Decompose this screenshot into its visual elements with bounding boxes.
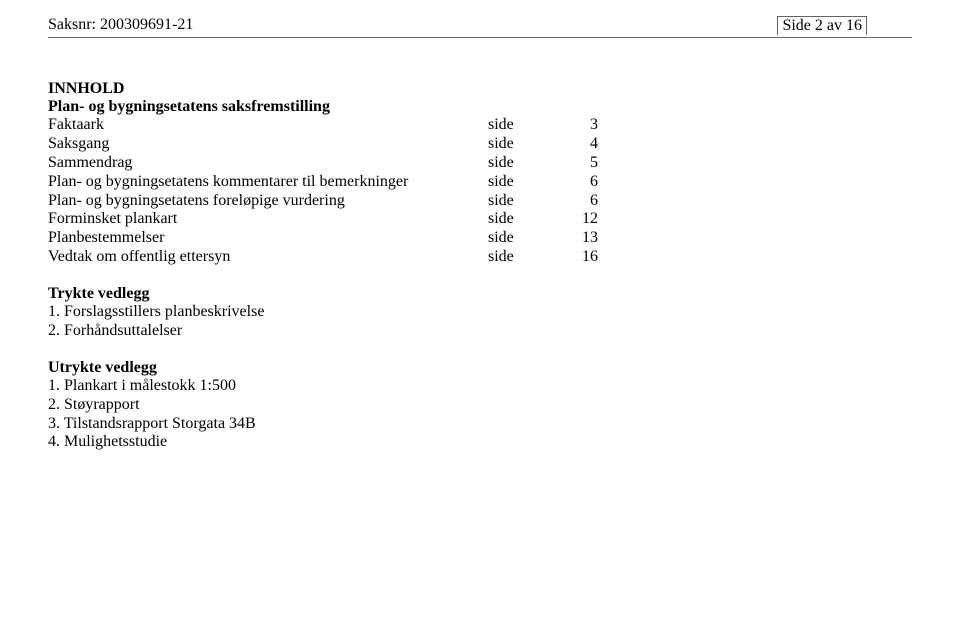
list-item: 1. Forslagsstillers planbeskrivelse	[48, 303, 912, 322]
utrykte-title: Utrykte vedlegg	[48, 359, 912, 377]
toc-label: Forminsket plankart	[48, 210, 488, 229]
saksnr-value: 200309691-21	[100, 16, 193, 33]
toc-row: Sammendrag side 5	[48, 154, 912, 173]
trykte-title: Trykte vedlegg	[48, 285, 912, 303]
toc-side: side	[488, 154, 568, 173]
page-number: Side 2 av 16	[782, 17, 862, 34]
toc-row: Plan- og bygningsetatens kommentarer til…	[48, 173, 912, 192]
list-item: 2. Støyrapport	[48, 396, 912, 415]
toc-row: Faktaark side 3	[48, 116, 912, 135]
list-item: 4. Mulighetsstudie	[48, 433, 912, 452]
toc-row: Saksgang side 4	[48, 135, 912, 154]
page-number-box: Side 2 av 16	[777, 16, 867, 35]
toc-row: Forminsket plankart side 12	[48, 210, 912, 229]
trykte-vedlegg-group: Trykte vedlegg 1. Forslagsstillers planb…	[48, 285, 912, 341]
toc-row: Vedtak om offentlig ettersyn side 16	[48, 248, 912, 267]
trykte-list: 1. Forslagsstillers planbeskrivelse 2. F…	[48, 303, 912, 341]
toc-side: side	[488, 210, 568, 229]
toc-num: 12	[568, 210, 598, 229]
toc-num: 16	[568, 248, 598, 267]
page-header: Saksnr: 200309691-21 Side 2 av 16	[48, 16, 912, 38]
toc-label: Sammendrag	[48, 154, 488, 173]
toc-label: Planbestemmelser	[48, 229, 488, 248]
utrykte-list: 1. Plankart i målestokk 1:500 2. Støyrap…	[48, 377, 912, 453]
toc-side: side	[488, 248, 568, 267]
toc-side: side	[488, 116, 568, 135]
toc-side: side	[488, 192, 568, 211]
toc-num: 4	[568, 135, 598, 154]
subsection-title: Plan- og bygningsetatens saksfremstillin…	[48, 98, 912, 116]
toc-side: side	[488, 173, 568, 192]
list-item: 2. Forhåndsuttalelser	[48, 322, 912, 341]
utrykte-vedlegg-group: Utrykte vedlegg 1. Plankart i målestokk …	[48, 359, 912, 453]
toc-row: Plan- og bygningsetatens foreløpige vurd…	[48, 192, 912, 211]
saksnr-label: Saksnr:	[48, 16, 96, 33]
toc-num: 6	[568, 192, 598, 211]
list-item: 1. Plankart i målestokk 1:500	[48, 377, 912, 396]
toc-label: Faktaark	[48, 116, 488, 135]
header-left: Saksnr: 200309691-21	[48, 16, 193, 35]
toc-num: 6	[568, 173, 598, 192]
toc-num: 13	[568, 229, 598, 248]
toc-num: 3	[568, 116, 598, 135]
toc-side: side	[488, 229, 568, 248]
toc-label: Plan- og bygningsetatens foreløpige vurd…	[48, 192, 488, 211]
toc-side: side	[488, 135, 568, 154]
toc-label: Plan- og bygningsetatens kommentarer til…	[48, 173, 488, 192]
toc-row: Planbestemmelser side 13	[48, 229, 912, 248]
table-of-contents: Faktaark side 3 Saksgang side 4 Sammendr…	[48, 116, 912, 267]
page: Saksnr: 200309691-21 Side 2 av 16 INNHOL…	[0, 0, 960, 452]
section-title-innhold: INNHOLD	[48, 80, 912, 98]
toc-num: 5	[568, 154, 598, 173]
toc-label: Saksgang	[48, 135, 488, 154]
list-item: 3. Tilstandsrapport Storgata 34B	[48, 415, 912, 434]
toc-label: Vedtak om offentlig ettersyn	[48, 248, 488, 267]
